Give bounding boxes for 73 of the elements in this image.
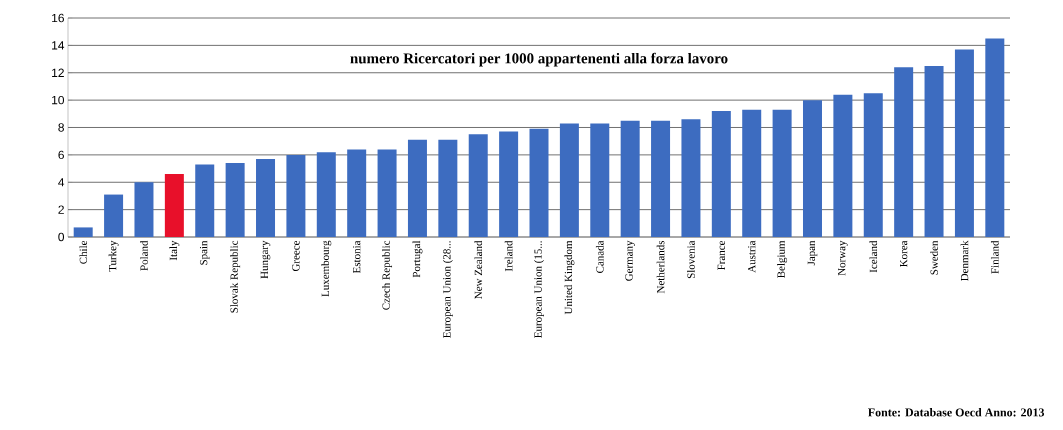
- x-tick-label: Czech Republic: [382, 240, 393, 310]
- x-tick-label: Hungary: [260, 240, 271, 279]
- x-tick-label: Austria: [748, 240, 756, 273]
- bar: [863, 93, 883, 237]
- y-tick-label: 0: [58, 232, 65, 242]
- x-tick-label: United Kingdom: [564, 240, 575, 315]
- bar: [286, 154, 306, 237]
- x-tick-label: Luxembourg: [321, 240, 332, 297]
- bar: [468, 134, 488, 237]
- x-tick-label: European Union (28...: [442, 241, 453, 338]
- bar: [620, 120, 640, 237]
- x-tick-label: Iceland: [869, 240, 878, 273]
- bar: [802, 100, 822, 237]
- bar: [711, 111, 731, 237]
- x-tick-label: Denmark: [960, 240, 969, 281]
- bar: [590, 123, 610, 237]
- x-tick-label: Sweden: [930, 240, 938, 275]
- x-tick-label: Canada: [595, 240, 604, 273]
- x-tick-label: Turkey: [108, 240, 119, 272]
- x-tick-label: Netherlands: [656, 240, 665, 294]
- text: numero Ricercatori per 1000 appartenenti alla forza lavoro: [350, 52, 728, 67]
- bar: [438, 139, 458, 237]
- source-note: Fonte: Database Oecd Anno: 2013: [868, 408, 1045, 417]
- x-tick-label: Slovak Republic: [230, 240, 241, 313]
- y-tick-label: 8: [58, 123, 64, 132]
- y-tick-label: 6: [58, 150, 64, 160]
- x-tick-label: Korea: [900, 240, 908, 267]
- x-tick-label: Portugal: [412, 240, 423, 278]
- bar: [164, 174, 184, 237]
- x-tick-label: Norway: [838, 240, 848, 276]
- bar: [954, 49, 974, 237]
- bar: [985, 38, 1005, 237]
- x-tick-label: Slovenia: [687, 240, 695, 279]
- bar: [104, 194, 124, 237]
- x-tick-label: New Zealand: [474, 240, 483, 299]
- y-tick-label: 2: [58, 205, 64, 214]
- bar: [651, 120, 671, 237]
- bar: [559, 123, 579, 237]
- bar: [195, 164, 215, 237]
- bar: [742, 109, 762, 237]
- x-tick-label: European Union (15...: [534, 241, 544, 338]
- x-tick-label: France: [717, 240, 725, 271]
- bar: [256, 158, 276, 237]
- x-tick-label: Spain: [199, 240, 210, 265]
- x-tick-label: Italy: [169, 240, 180, 261]
- bar: [681, 119, 701, 237]
- bar: [924, 65, 944, 237]
- bar: [894, 67, 914, 237]
- bar: [73, 227, 93, 237]
- x-tick-label: Belgium: [777, 240, 788, 278]
- bar: [772, 109, 792, 237]
- bar: [316, 152, 336, 237]
- x-tick-label: Germany: [625, 240, 635, 281]
- bar: [225, 163, 245, 237]
- bar: [499, 131, 519, 237]
- x-tick-label: Chile: [79, 240, 88, 264]
- y-tick-label: 14: [52, 41, 65, 50]
- bar: [529, 128, 549, 237]
- bar: [347, 149, 367, 237]
- bar: [833, 94, 853, 237]
- x-tick-label: Finland: [990, 240, 999, 274]
- x-tick-label: Ireland: [504, 240, 513, 272]
- y-tick-label: 4: [58, 178, 65, 187]
- x-tick-label: Estonia: [353, 240, 361, 274]
- y-tick-label: 12: [52, 68, 64, 77]
- x-tick-label: Greece: [292, 240, 300, 272]
- y-tick-label: 10: [52, 95, 65, 105]
- bar: [377, 149, 397, 237]
- y-tick-label: 16: [52, 13, 64, 23]
- bar: [407, 139, 427, 237]
- bar: [134, 182, 154, 237]
- x-tick-label: Poland: [140, 240, 148, 271]
- x-tick-label: Japan: [807, 240, 818, 266]
